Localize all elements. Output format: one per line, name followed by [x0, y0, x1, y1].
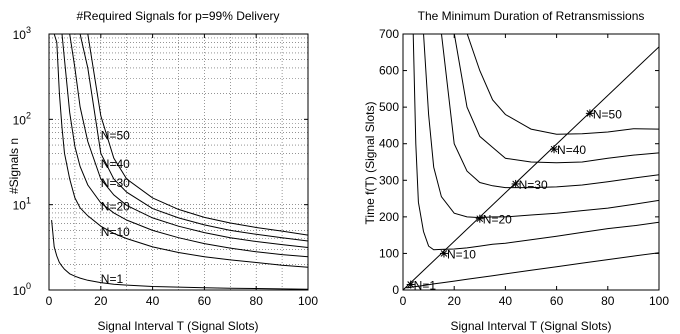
left-chart-xlabel: Signal Interval T (Signal Slots)	[98, 319, 259, 333]
right-series-line-n-30	[440, 34, 659, 189]
left-xtick-label: 0	[46, 294, 53, 308]
left-series-line-n-10	[51, 33, 309, 268]
right-series: N=1 N=10 N=20 N=30 N=40 N=50	[403, 34, 659, 293]
right-ytick-label: 700	[379, 27, 399, 41]
left-series-label: N=50	[101, 128, 130, 142]
left-series-line-n-1	[51, 220, 309, 290]
right-marker	[406, 280, 415, 289]
right-ytick-label: 100	[379, 246, 399, 260]
right-marker	[511, 179, 520, 188]
left-series-label: N=1	[101, 272, 124, 286]
right-diagonal-line	[403, 46, 659, 290]
right-xtick-label: 100	[649, 294, 669, 308]
left-xtick-label: 100	[298, 294, 318, 308]
right-xtick-label: 20	[448, 294, 462, 308]
right-chart: The Minimum Duration of Retransmissions …	[363, 9, 669, 333]
right-marker-stroke	[550, 145, 558, 153]
right-ytick-label: 600	[379, 64, 399, 78]
left-chart-title: #Required Signals for p=99% Delivery	[76, 9, 279, 23]
left-grid	[49, 34, 308, 290]
left-xtick-label: 60	[198, 294, 212, 308]
left-ytick-label: 102	[13, 110, 31, 127]
right-marker	[475, 214, 484, 223]
left-series-line-n-30	[51, 33, 309, 248]
left-series-label: N=20	[101, 200, 130, 214]
right-ytick-label: 500	[379, 100, 399, 114]
right-marker-label: N=10	[447, 247, 476, 261]
left-xtick-label: 20	[94, 294, 108, 308]
left-series-label: N=10	[101, 225, 130, 239]
left-ytick-label: 103	[13, 25, 31, 42]
right-series-line-n-40	[453, 34, 659, 164]
right-marker-stroke	[586, 110, 594, 117]
left-series-line-n-50	[51, 33, 309, 236]
right-marker-stroke	[476, 215, 484, 223]
right-marker	[550, 145, 559, 154]
right-marker	[439, 249, 448, 258]
right-ytick-label: 0	[392, 283, 399, 297]
right-marker-stroke	[407, 281, 415, 288]
right-marker-label: N=30	[519, 178, 548, 192]
right-chart-xlabel: Signal Interval T (Signal Slots)	[451, 319, 612, 333]
right-marker-stroke	[440, 250, 448, 257]
left-series-label: N=40	[101, 157, 130, 171]
right-series-line-n-1	[405, 252, 659, 289]
right-ytick-label: 300	[379, 173, 399, 187]
right-plot-frame	[402, 33, 660, 291]
left-series-line-n-20	[51, 33, 309, 258]
right-xtick-label: 40	[499, 294, 513, 308]
right-marker	[585, 109, 594, 118]
right-series-line-n-50	[466, 34, 659, 135]
right-xtick-label: 80	[601, 294, 615, 308]
right-marker-label: N=50	[593, 107, 622, 121]
left-series-label: N=30	[101, 176, 130, 190]
right-curves	[403, 34, 659, 290]
right-ticks: 0 20 40 60 80 100 0 100 200 300 400 500 600 700	[379, 27, 669, 308]
left-plot-frame	[48, 33, 309, 291]
right-chart-title: The Minimum Duration of Retransmissions	[418, 9, 645, 23]
right-marker-label: N=1	[414, 279, 437, 293]
left-ytick-label: 100	[13, 281, 31, 298]
right-marker-stroke	[512, 180, 519, 188]
left-xtick-label: 40	[146, 294, 160, 308]
left-chart-ylabel: #Signals n	[7, 138, 21, 194]
right-chart-ylabel: Time f(T) (Signal Slots)	[363, 102, 377, 225]
right-ytick-label: 200	[379, 210, 399, 224]
left-ytick-label: 101	[13, 196, 31, 213]
right-series-line-n-10	[412, 34, 659, 251]
right-xtick-label: 60	[550, 294, 564, 308]
right-xtick-label: 0	[400, 294, 407, 308]
left-chart: #Required Signals for p=99% Delivery Sig…	[7, 9, 318, 333]
right-ytick-label: 400	[379, 137, 399, 151]
left-ticks: 0 20 40 60 80 100 100 101 102 103	[13, 25, 319, 308]
left-xtick-label: 80	[250, 294, 264, 308]
left-series: N=1 N=10 N=20 N=30 N=40 N=50	[51, 33, 309, 290]
right-marker-label: N=40	[557, 143, 586, 157]
right-series-line-n-20	[423, 34, 659, 219]
right-marker-label: N=20	[483, 213, 512, 227]
